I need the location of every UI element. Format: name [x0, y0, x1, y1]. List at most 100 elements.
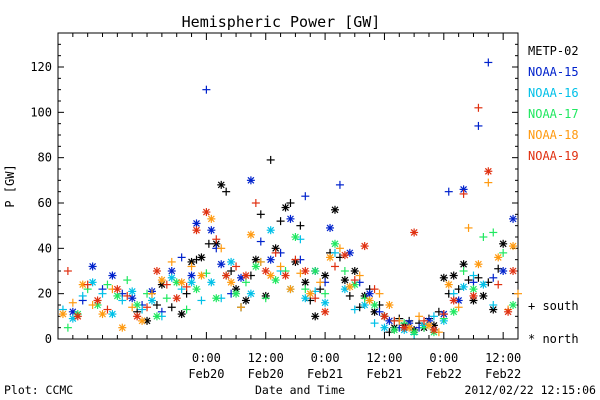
x-tick-date-label: Feb22 [426, 367, 462, 381]
data-point [261, 294, 270, 303]
data-point [509, 267, 518, 275]
data-point [479, 280, 488, 289]
x-tick-time-label: 12:00 [248, 351, 284, 365]
data-point [103, 305, 112, 314]
data-point [429, 325, 438, 334]
data-point [454, 296, 463, 305]
data-point [286, 214, 295, 223]
data-point [340, 251, 349, 260]
data-point [365, 289, 374, 298]
data-point [246, 230, 255, 239]
data-point [83, 280, 92, 289]
data-point [321, 307, 330, 316]
data-point [291, 233, 300, 241]
data-point [301, 267, 310, 275]
data-point [187, 271, 196, 280]
data-point [217, 244, 226, 253]
data-point [207, 226, 216, 235]
data-point [281, 271, 290, 280]
data-point [321, 271, 330, 280]
data-point [227, 257, 236, 266]
data-point [266, 226, 275, 235]
data-points [58, 58, 522, 339]
legend-north-marker: * north [528, 332, 579, 346]
data-point [187, 278, 196, 287]
data-point [192, 226, 201, 235]
series-noaa-17 [63, 228, 518, 337]
data-point [192, 219, 201, 228]
data-point [118, 296, 127, 305]
data-point [58, 310, 67, 319]
data-point [345, 291, 354, 300]
data-point [449, 271, 458, 280]
data-point [306, 289, 315, 298]
data-point [454, 303, 463, 312]
data-point [256, 257, 265, 266]
data-point [187, 262, 196, 271]
data-point [167, 267, 176, 275]
data-point [241, 271, 250, 280]
data-point [103, 280, 112, 289]
data-point [449, 307, 458, 316]
data-point [197, 271, 206, 280]
data-point [459, 189, 468, 198]
data-point [410, 228, 419, 237]
data-point [138, 305, 147, 314]
legend: METP-02 NOAA-15 NOAA-16 NOAA-17 NOAA-18 NOAA-… [528, 44, 579, 163]
data-point [227, 267, 236, 275]
legend-south-marker: + south [528, 299, 579, 313]
data-point [207, 278, 216, 287]
data-point [479, 291, 488, 300]
data-point [474, 273, 483, 282]
data-point [251, 262, 260, 271]
data-point [479, 233, 488, 241]
data-point [489, 228, 498, 237]
x-tick-time-label: 12:00 [366, 351, 402, 365]
data-point [177, 253, 186, 262]
data-point [380, 312, 389, 321]
x-tick-time-label: 0:00 [311, 351, 340, 365]
data-point [326, 223, 335, 232]
data-point [241, 296, 250, 305]
legend-item-noaa-15: NOAA-15 [528, 65, 579, 79]
y-axis: 0 20 40 60 80 100 120 [30, 43, 518, 346]
data-point [350, 276, 359, 285]
data-point [311, 267, 320, 275]
data-point [370, 285, 379, 294]
data-point [499, 267, 508, 275]
data-point [63, 267, 72, 275]
y-tick-label: 100 [30, 105, 52, 119]
data-point [291, 255, 300, 264]
data-point [449, 296, 458, 305]
data-point [123, 291, 132, 300]
plot-timestamp: 2012/02/22 12:15:06 [464, 383, 596, 397]
data-point [330, 248, 339, 257]
data-point [335, 180, 344, 189]
data-point [459, 267, 468, 275]
data-point [514, 289, 522, 298]
data-point [494, 253, 503, 262]
data-point [182, 282, 191, 291]
data-point [182, 305, 191, 314]
data-point [108, 271, 117, 280]
data-point [355, 271, 364, 280]
data-point [335, 244, 344, 253]
data-point [123, 276, 132, 285]
data-point [494, 280, 503, 289]
data-point [400, 323, 409, 332]
data-point [499, 248, 508, 257]
data-point [197, 296, 206, 305]
data-point [88, 301, 97, 309]
data-point [152, 301, 161, 309]
data-point [286, 285, 295, 294]
data-point [88, 278, 97, 287]
data-point [266, 155, 275, 164]
data-point [439, 310, 448, 319]
data-point [375, 289, 384, 298]
data-point [390, 325, 399, 334]
data-point [202, 208, 211, 217]
data-point [256, 237, 265, 246]
data-point [316, 278, 325, 287]
data-point [469, 285, 478, 294]
data-point [147, 289, 156, 298]
